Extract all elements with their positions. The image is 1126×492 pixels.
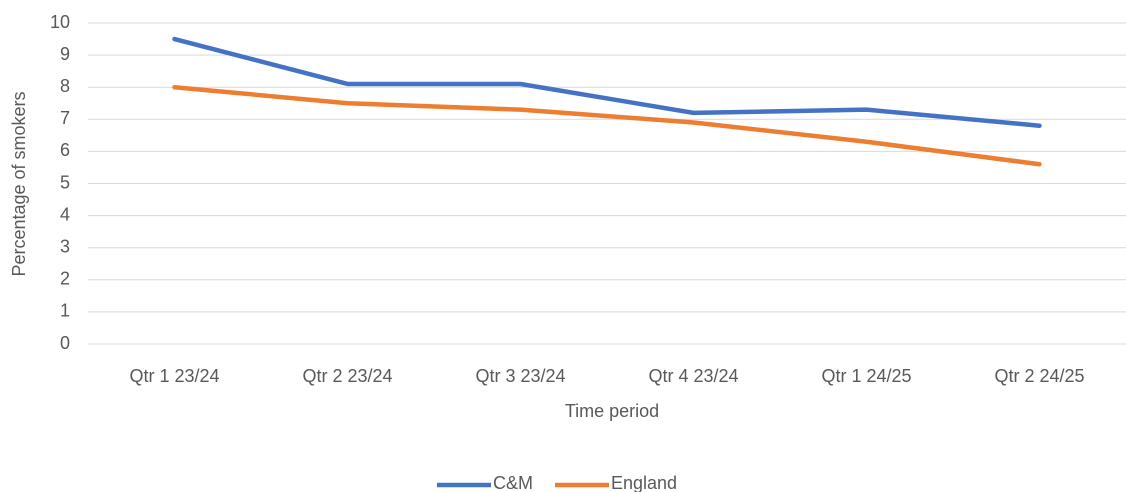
y-tick-label: 4 — [60, 204, 70, 224]
y-tick-label: 7 — [60, 108, 70, 128]
x-tick-label: Qtr 3 23/24 — [475, 366, 565, 386]
x-tick-label: Qtr 2 23/24 — [302, 366, 392, 386]
line-series — [172, 84, 1042, 167]
y-tick-label: 8 — [60, 76, 70, 96]
y-tick-label: 5 — [60, 172, 70, 192]
x-tick-label: Qtr 1 23/24 — [129, 366, 219, 386]
y-tick-label: 0 — [60, 333, 70, 353]
x-tick-label: Qtr 2 24/25 — [994, 366, 1084, 386]
x-tick-label: Qtr 4 23/24 — [648, 366, 738, 386]
y-tick-label: 9 — [60, 44, 70, 64]
line-series — [172, 36, 1042, 128]
y-axis-label: Percentage of smokers — [9, 91, 29, 276]
legend-label: England — [611, 473, 677, 492]
x-tick-label: Qtr 1 24/25 — [821, 366, 911, 386]
x-axis-label: Time period — [565, 401, 659, 421]
y-tick-label: 2 — [60, 269, 70, 289]
legend-label: C&M — [493, 473, 533, 492]
y-tick-label: 1 — [60, 301, 70, 321]
y-tick-label: 6 — [60, 140, 70, 160]
y-tick-label: 3 — [60, 236, 70, 256]
y-tick-label: 10 — [50, 12, 70, 32]
